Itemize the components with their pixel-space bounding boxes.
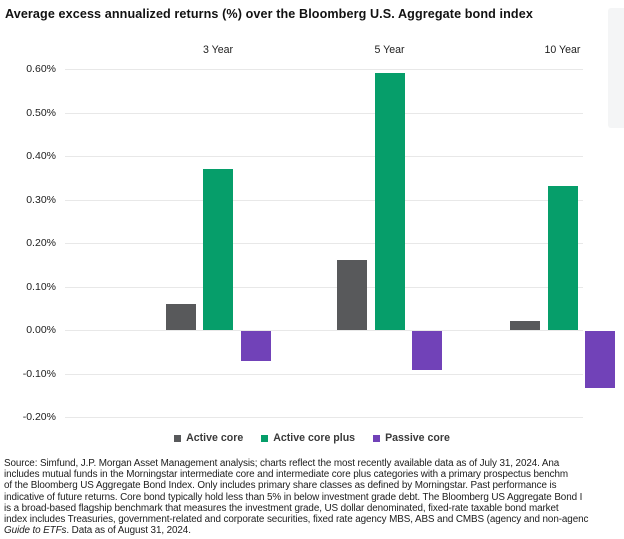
bar-active-core-plus-10-year bbox=[547, 186, 578, 330]
group-label-10-year: 10 Year bbox=[544, 44, 581, 56]
y-axis-tick-label: 0.50% bbox=[26, 106, 56, 119]
group-label-5-year: 5 Year bbox=[374, 44, 405, 56]
chart-legend: Active core Active core plus Passive core bbox=[0, 432, 624, 444]
y-axis: 0.60% 0.50% 0.40% 0.30% 0.20% 0.10% 0.00% -0.10… bbox=[0, 0, 56, 455]
legend-swatch-icon bbox=[261, 434, 269, 442]
y-axis-tick-label: 0.20% bbox=[26, 237, 56, 249]
group-label-3-year: 3 Year bbox=[202, 44, 234, 56]
chart-title: Average excess annualized returns (%) ov… bbox=[5, 7, 533, 21]
source-footnote: Source: Simfund, J.P. Morgan Asset Manag… bbox=[4, 458, 624, 539]
footnote-line: index includes Treasuries, government-re… bbox=[4, 514, 589, 526]
legend-swatch-icon bbox=[373, 434, 381, 442]
side-panel-fragment bbox=[608, 8, 624, 128]
legend-label: Active core bbox=[186, 432, 244, 444]
gridline bbox=[65, 69, 583, 70]
legend-label: Active core plus bbox=[273, 432, 356, 444]
gridline bbox=[65, 156, 583, 157]
footnote-italic-title: Guide to ETFs bbox=[4, 525, 67, 537]
y-axis-tick-label: 0.30% bbox=[26, 193, 56, 206]
legend-label: Passive core bbox=[385, 432, 450, 444]
gridline bbox=[65, 112, 583, 114]
bar-passive-core-3-year bbox=[240, 331, 271, 362]
y-axis-tick-label: 0.00% bbox=[26, 324, 56, 336]
bar-active-core-5-year bbox=[337, 260, 367, 330]
footnote-line: Source: Simfund, J.P. Morgan Asset Manag… bbox=[4, 458, 560, 469]
legend-item: Active core bbox=[174, 432, 243, 444]
legend-item: Passive core bbox=[373, 432, 450, 444]
footnote-last-rest: . Data as of August 31, 2024. bbox=[66, 525, 191, 537]
gridline bbox=[65, 373, 583, 375]
y-axis-tick-label: 0.40% bbox=[26, 150, 56, 162]
bar-chart: 0.60% 0.50% 0.40% 0.30% 0.20% 0.10% 0.00% -0.10… bbox=[0, 0, 624, 455]
gridline bbox=[65, 417, 583, 418]
bar-active-core-3-year bbox=[165, 303, 196, 330]
bar-active-core-plus-5-year bbox=[374, 73, 405, 330]
footnote-line: is a broad-based flagship benchmark that… bbox=[4, 502, 559, 514]
y-axis-tick-label: -0.10% bbox=[22, 367, 56, 380]
footnote-line: includes mutual funds in the Morningstar… bbox=[4, 469, 568, 481]
gridline bbox=[65, 330, 583, 331]
y-axis-tick-label: 0.10% bbox=[26, 280, 56, 293]
y-axis-tick-label: -0.20% bbox=[22, 411, 56, 423]
bar-passive-core-5-year bbox=[412, 331, 442, 371]
gridline bbox=[65, 243, 583, 244]
bar-active-core-10-year bbox=[510, 321, 540, 330]
bar-active-core-plus-3-year bbox=[203, 169, 233, 330]
gridline bbox=[65, 199, 583, 201]
legend-item: Active core plus bbox=[261, 432, 355, 444]
bar-passive-core-10-year bbox=[585, 331, 615, 388]
y-axis-tick-label: 0.60% bbox=[26, 63, 56, 75]
footnote-line: indicative of future returns. Core bond … bbox=[4, 491, 583, 503]
plot-area bbox=[65, 69, 615, 418]
footnote-line: of the Bloomberg US Aggregate Bond Index… bbox=[4, 480, 557, 492]
legend-swatch-icon bbox=[174, 434, 182, 442]
footnote-line: Guide to ETFs. Data as of August 31, 202… bbox=[4, 525, 624, 536]
gridline bbox=[65, 286, 583, 288]
